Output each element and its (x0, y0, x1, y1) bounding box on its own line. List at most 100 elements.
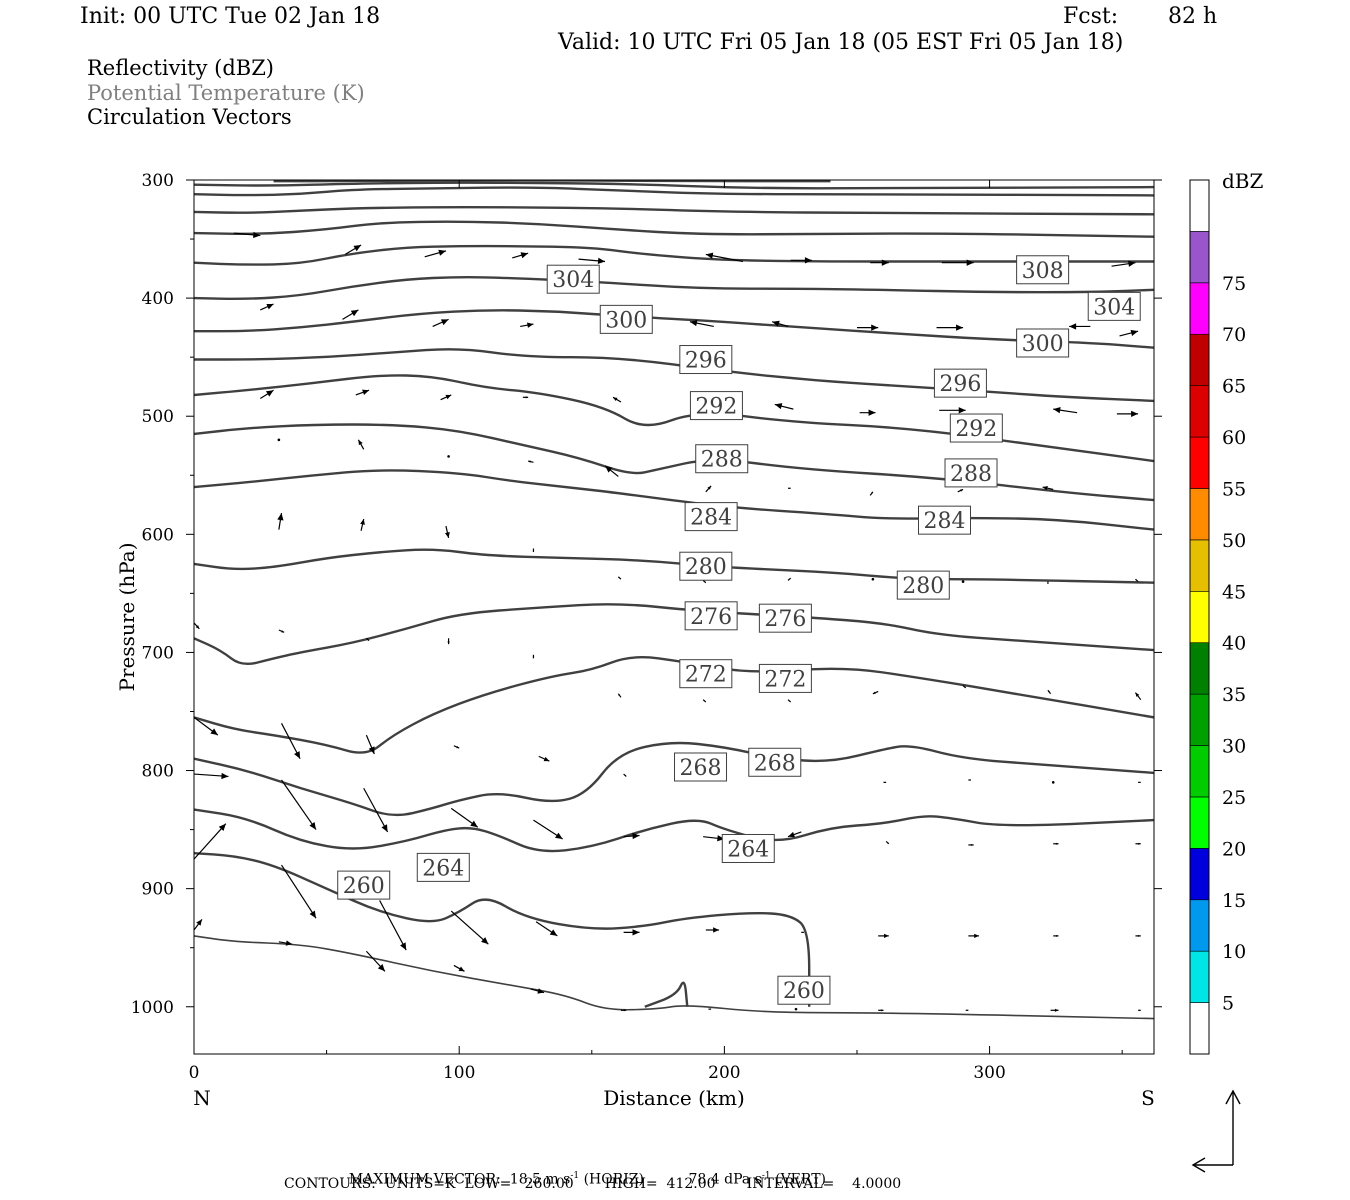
contour-label-text: 296 (939, 372, 981, 397)
colorbar-label: 55 (1222, 478, 1246, 500)
circulation-vectors (194, 231, 1142, 1012)
max-vector-vert: 78.4 dPa s (688, 1171, 762, 1188)
contour-label-text: 292 (695, 395, 737, 420)
circulation-vector (1069, 323, 1091, 330)
theta-contour-line-18 (194, 181, 1154, 190)
circulation-vector (512, 252, 529, 259)
circulation-vector (968, 933, 979, 939)
circulation-vector (532, 548, 535, 553)
contour-label-text: 260 (783, 979, 825, 1004)
circulation-vector (578, 257, 606, 265)
contour-label-text: 280 (685, 555, 727, 580)
circulation-vector (450, 807, 479, 828)
colorbar-swatch (1189, 693, 1210, 746)
circulation-vector (962, 685, 967, 689)
circulation-vector (1053, 934, 1059, 937)
contour-label-text: 276 (764, 607, 806, 632)
colorbar-swatch (1189, 539, 1210, 592)
colorbar-label: 20 (1222, 838, 1246, 860)
colorbar-swatch (1189, 899, 1210, 952)
horiz-tag: (HORIZ) (583, 1171, 644, 1188)
colorbar-swatch (1189, 333, 1210, 386)
x-axis: 0 100 200 300 (189, 180, 1123, 1083)
circulation-vector (617, 576, 622, 580)
x-axis-label: Distance (km) (603, 1086, 745, 1110)
circulation-vector (1051, 781, 1055, 784)
x-end-north: N (193, 1086, 211, 1110)
circulation-vector (872, 690, 879, 695)
colorbar: 5 10 15 20 25 30 35 40 45 50 55 60 65 70 75 (1189, 179, 1246, 1055)
contour-label-text: 284 (923, 509, 965, 534)
circulation-vector (278, 940, 293, 946)
forecast-hour: 82 h (1168, 4, 1218, 29)
circulation-vector (260, 303, 274, 311)
colorbar-swatch (1189, 590, 1210, 644)
circulation-vector (623, 773, 627, 777)
field-reflectivity: Reflectivity (dBZ) (87, 56, 275, 80)
y-tick-label: 900 (142, 880, 174, 900)
circulation-vector (702, 579, 707, 584)
colorbar-swatch (1189, 282, 1210, 335)
circulation-vector (957, 488, 964, 493)
y-tick-label: 500 (142, 407, 174, 427)
contour-label-text: 300 (1022, 332, 1064, 357)
contour-label: 304 (546, 264, 600, 294)
circulation-vector (528, 460, 534, 463)
circulation-vector (450, 910, 489, 945)
colorbar-swatch (1189, 488, 1210, 541)
circulation-vector (194, 716, 219, 736)
forecast-label: Fcst: (1063, 4, 1119, 29)
max-vector-line: MAXIMUM VECTOR: 18.5 m s-1 (HORIZ) 78.4 … (340, 1158, 826, 1187)
circulation-vector (788, 487, 791, 489)
circulation-vector (194, 918, 203, 931)
y-tick-label: 700 (142, 643, 174, 663)
circulation-vector (360, 518, 365, 531)
circulation-vector (453, 745, 460, 749)
theta-contour-276 (194, 603, 1154, 666)
circulation-vector (440, 394, 452, 401)
colorbar-swatch (1189, 231, 1210, 284)
circulation-vector (453, 964, 465, 972)
contour-label-text: 280 (902, 574, 944, 599)
circulation-vector (787, 831, 802, 838)
circulation-vector (365, 950, 386, 972)
circulation-vector (856, 324, 879, 331)
circulation-vector (790, 257, 812, 264)
circulation-vector (774, 403, 794, 410)
colorbar-swatch (1189, 1002, 1210, 1055)
circulation-vector (1119, 329, 1139, 337)
contour-label: 264 (416, 852, 470, 882)
colorbar-label: 65 (1222, 376, 1246, 398)
contour-label: 276 (684, 601, 738, 631)
circulation-vector (344, 244, 362, 255)
x-tick-label: 0 (189, 1063, 200, 1083)
theta-contours (194, 180, 1154, 1020)
circulation-vector (259, 389, 274, 400)
field-potential-temperature: Potential Temperature (K) (87, 81, 365, 105)
circulation-vector (941, 259, 974, 266)
theta-contour-304 (194, 276, 1154, 301)
theta-contour-272 (194, 656, 1154, 754)
circulation-vector (363, 787, 389, 833)
circulation-vector (968, 779, 972, 781)
circulation-vector (357, 439, 365, 450)
circulation-vector (280, 723, 301, 760)
colorbar-swatch (1189, 642, 1210, 695)
contour-label-text: 264 (422, 856, 464, 881)
y-axis: 300 400 500 600 700 800 900 1000 (131, 171, 1162, 1018)
contour-label-text: 268 (680, 756, 722, 781)
colorbar-swatch (1189, 950, 1210, 1003)
contour-info-line: CONTOURS: UNITS=K LOW= 260.00 HIGH= 412.… (284, 1176, 902, 1192)
contour-label: 304 (1087, 291, 1141, 321)
circulation-vector (623, 929, 640, 936)
contour-label-text: 308 (1022, 259, 1064, 284)
y-axis-label: Pressure (hPa) (115, 543, 139, 692)
contour-label-text: 296 (685, 349, 727, 374)
colorbar-label: 10 (1222, 941, 1246, 963)
colorbar-label: 45 (1222, 581, 1246, 603)
theta-contour-308 (194, 244, 1154, 266)
contour-label: 288 (944, 458, 998, 488)
horiz-unit-exponent: -1 (570, 1171, 580, 1181)
circulation-vector (447, 455, 450, 458)
vector-scale-arrows (1191, 1089, 1241, 1173)
